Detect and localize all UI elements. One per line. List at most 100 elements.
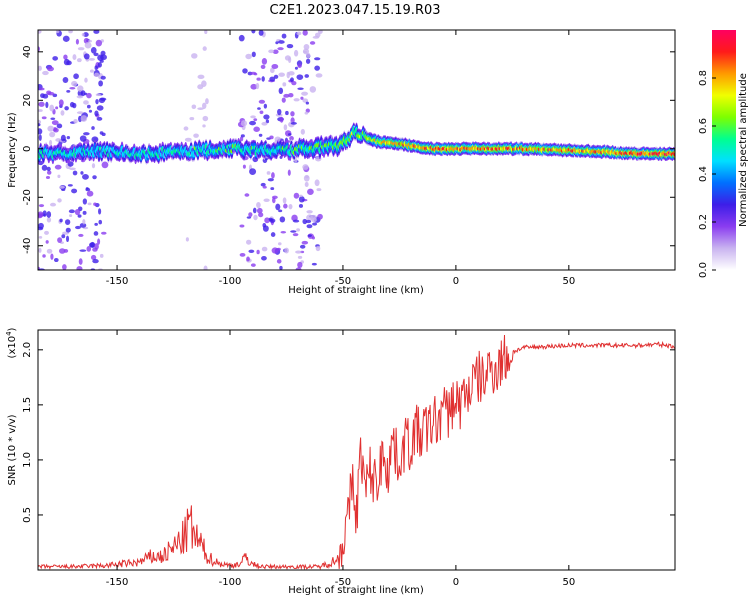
heatmap-noise-cell <box>290 77 294 83</box>
heatmap-noise-cell <box>298 196 305 203</box>
heatmap-noise-cell <box>83 32 89 38</box>
heatmap-noise-cell <box>101 231 107 235</box>
heatmap-noise-cell <box>55 138 62 142</box>
heatmap-noise-cell <box>100 54 107 61</box>
heatmap-noise-cell <box>79 135 87 142</box>
heatmap-noise-cell <box>184 137 192 142</box>
heatmap-noise-cell <box>249 120 256 126</box>
heatmap-noise-cell <box>256 249 260 255</box>
heatmap-noise-cell <box>312 222 318 226</box>
heatmap-noise-cell <box>262 225 269 232</box>
heatmap-noise-cell <box>256 201 261 209</box>
heatmap-noise-cell <box>288 204 293 210</box>
heatmap-noise-cell <box>95 39 103 47</box>
heatmap-noise-cell <box>76 111 84 115</box>
heatmap-noise-cell <box>202 115 209 122</box>
heatmap-noise-cell <box>98 208 102 215</box>
snr-ylabel: SNR (10 * v/v) <box>7 414 18 485</box>
heatmap-noise-cell <box>300 96 304 100</box>
heatmap-noise-cell <box>288 56 292 64</box>
heatmap-noise-cell <box>86 190 94 197</box>
heatmap-noise-cell <box>68 30 73 34</box>
heatmap-noise-cell <box>94 110 99 117</box>
heatmap-noise-cell <box>278 87 284 95</box>
heatmap-noise-cell <box>94 243 99 250</box>
heatmap-noise-cell <box>248 249 255 253</box>
heatmap-noise-cell <box>259 110 264 115</box>
heatmap-noise-cell <box>83 53 90 60</box>
heatmap-noise-cell <box>202 124 206 128</box>
heatmap-noise-cell <box>258 30 264 36</box>
heatmap-noise-cell <box>287 133 292 136</box>
heatmap-noise-cell <box>60 134 66 142</box>
heatmap-noise-cell <box>278 40 285 44</box>
heatmap-noise-cell <box>79 249 87 252</box>
heatmap-noise-cell <box>271 247 279 254</box>
heatmap-noise-cell <box>239 252 246 257</box>
heatmap-noise-cell <box>63 54 68 60</box>
heatmap-noise-cell <box>271 172 275 179</box>
heatmap-noise-cell <box>276 247 281 251</box>
heatmap-noise-cell <box>293 49 299 57</box>
heatmap-noise-cell <box>252 207 257 214</box>
heatmap-noise-cell <box>301 240 309 245</box>
spectrogram-heatmap <box>38 30 675 270</box>
heatmap-noise-cell <box>311 262 317 266</box>
heatmap-noise-cell <box>244 193 250 197</box>
heatmap-noise-cell <box>38 247 42 253</box>
heatmap-noise-cell <box>38 119 42 125</box>
heatmap-noise-cell <box>260 64 266 69</box>
heatmap-noise-cell <box>46 170 52 175</box>
heatmap-noise-cell <box>94 222 98 226</box>
heatmap-noise-cell <box>58 99 64 107</box>
spectrogram-xtick-label: -100 <box>219 276 242 287</box>
snr-ytick-label: 1.5 <box>22 397 33 413</box>
heatmap-noise-cell <box>69 167 76 171</box>
heatmap-noise-cell <box>38 204 45 208</box>
heatmap-noise-cell <box>306 210 313 214</box>
heatmap-noise-cell <box>94 65 98 71</box>
heatmap-noise-cell <box>89 69 94 73</box>
heatmap-noise-cell <box>82 198 87 205</box>
heatmap-noise-cell <box>56 123 63 129</box>
snr-xtick-label: -100 <box>219 577 242 588</box>
snr-panel: -150 -100 -50 0 50 0.5 1.0 1.5 2.0 Height of str… <box>5 327 676 596</box>
heatmap-noise-cell <box>99 59 104 63</box>
heatmap-noise-cell <box>250 115 256 119</box>
heatmap-noise-cell <box>77 214 82 218</box>
heatmap-noise-cell <box>82 219 86 225</box>
heatmap-noise-cell <box>183 126 189 131</box>
heatmap-noise-cell <box>78 258 83 265</box>
heatmap-noise-cell <box>297 261 303 269</box>
snr-series-line <box>38 334 675 570</box>
heatmap-noise-cell <box>92 175 97 180</box>
heatmap-noise-cell <box>240 134 245 138</box>
heatmap-noise-cell <box>45 175 51 180</box>
heatmap-noise-cell <box>305 175 309 179</box>
heatmap-noise-cell <box>49 131 56 138</box>
heatmap-noise-cell <box>271 64 279 70</box>
heatmap-noise-cell <box>285 110 289 116</box>
heatmap-noise-cell <box>260 182 266 187</box>
heatmap-noise-cell <box>281 97 286 103</box>
heatmap-noise-cell <box>292 219 300 223</box>
heatmap-noise-cell <box>290 230 297 233</box>
heatmap-noise-cell <box>59 185 65 189</box>
heatmap-noise-cell <box>253 126 260 132</box>
heatmap-noise-cell <box>297 63 302 68</box>
heatmap-noise-cell <box>93 30 100 34</box>
heatmap-noise-cell <box>250 263 256 267</box>
heatmap-noise-cell <box>307 234 312 237</box>
heatmap-noise-cell <box>88 109 93 113</box>
heatmap-noise-cell <box>55 30 60 34</box>
spectrogram-panel: -150 -100 -50 0 50 -40 -20 0 20 40 Height of stra… <box>7 29 676 296</box>
heatmap-noise-cell <box>72 170 78 176</box>
heatmap-noise-cell <box>38 65 42 71</box>
heatmap-noise-cell <box>46 166 51 172</box>
heatmap-noise-cell <box>282 197 287 204</box>
heatmap-noise-cell <box>268 217 273 221</box>
heatmap-noise-cell <box>302 98 309 103</box>
heatmap-noise-cell <box>286 71 290 79</box>
heatmap-noise-cell <box>193 133 199 138</box>
colorbar-label: Normalized spectral amplitude <box>738 73 749 227</box>
